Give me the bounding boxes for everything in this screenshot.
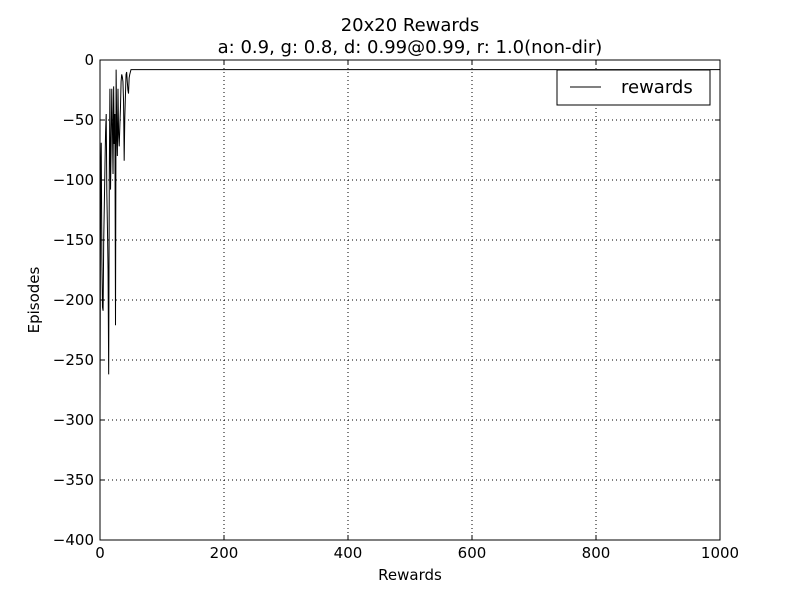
x-axis-label: Rewards — [378, 566, 442, 584]
y-tick-label: −400 — [53, 531, 94, 549]
series-layer — [99, 69, 720, 409]
y-tick-label: −50 — [62, 111, 94, 129]
y-tick-label: −200 — [53, 291, 94, 309]
x-tick-label: 200 — [210, 544, 239, 562]
chart-title: 20x20 Rewards — [341, 15, 480, 36]
y-tick-label: −100 — [53, 171, 94, 189]
y-tick-label: −250 — [53, 351, 94, 369]
y-tick-label: −350 — [53, 471, 94, 489]
legend: rewards — [556, 69, 711, 106]
chart-subtitle: a: 0.9, g: 0.8, d: 0.99@0.99, r: 1.0(non… — [218, 37, 603, 58]
y-axis-label: Episodes — [25, 266, 43, 333]
y-tick-label: −300 — [53, 411, 94, 429]
x-tick-label: 600 — [458, 544, 487, 562]
y-tick-label: −150 — [53, 231, 94, 249]
x-tick-label: 800 — [582, 544, 611, 562]
series-line-rewards — [99, 69, 720, 409]
y-tick-label: 0 — [84, 51, 94, 69]
x-tick-label: 400 — [334, 544, 363, 562]
ticks: 0 200 400 600 800 1000 0 −50 −100 −150 −200 −250 −30… — [53, 51, 739, 562]
legend-label-rewards: rewards — [621, 77, 693, 98]
x-tick-label: 1000 — [701, 544, 739, 562]
x-tick-label: 0 — [95, 544, 105, 562]
grid — [100, 60, 720, 540]
